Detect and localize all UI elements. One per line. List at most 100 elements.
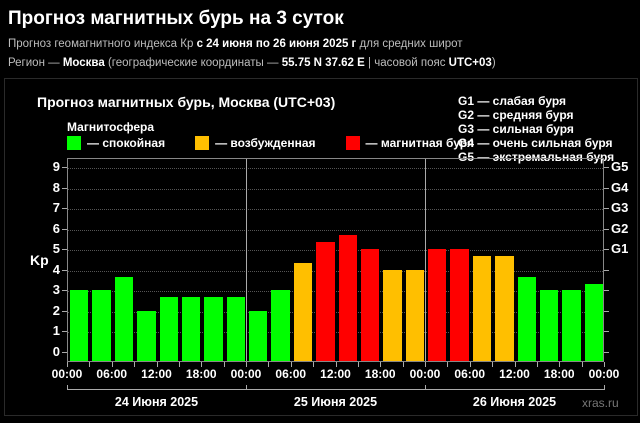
y-tick-mark (62, 331, 67, 333)
timezone-value: UTC+03 (448, 57, 492, 69)
gridline (68, 270, 603, 272)
y-tick-label: 4 (52, 261, 60, 277)
day-bracket (425, 385, 605, 390)
x-tick-mark (246, 362, 247, 367)
x-tick-mark (469, 362, 471, 367)
x-tick-label: 00:00 (51, 367, 83, 381)
x-tick-label: 12:00 (320, 367, 351, 381)
region-line: Регион — Москва (географические координа… (8, 57, 496, 69)
region-city: Москва (62, 57, 105, 69)
x-tick-label: 12:00 (499, 367, 530, 381)
watermark: xras.ru (582, 396, 619, 410)
coords-label: (географические координаты — (104, 57, 282, 69)
kp-bar (204, 297, 223, 361)
x-tick-mark (425, 362, 426, 367)
y-tick-mark (62, 208, 67, 210)
g-tick-mark (604, 187, 609, 189)
period-suffix: для средних широт (356, 38, 463, 50)
g-scale-item: G5 — экстремальная буря (458, 150, 615, 164)
g-scale-item: G2 — средняя буря (458, 108, 574, 122)
coords-value: 55.75 N 37.62 E (281, 57, 365, 69)
g-tick-mark (604, 208, 609, 210)
kp-bar (539, 290, 559, 361)
kp-bar (271, 290, 290, 361)
x-tick-label: 00:00 (588, 367, 620, 381)
gridline (68, 229, 603, 231)
y-tick-mark (62, 167, 67, 168)
x-axis-line (67, 361, 604, 362)
plot-area (67, 158, 604, 361)
y-axis-label: Kp (30, 252, 49, 268)
x-tick-mark (492, 362, 494, 367)
g-scale-item: G3 — сильная буря (458, 122, 574, 136)
gridline (68, 209, 603, 211)
y-tick-label: 6 (52, 220, 60, 236)
y-tick-mark (62, 310, 67, 312)
x-tick-label: 18:00 (364, 367, 396, 381)
y-tick-mark (62, 269, 67, 271)
g-tick-label: G3 (611, 200, 629, 216)
x-tick-label: 12:00 (141, 367, 172, 381)
kp-bar (159, 297, 178, 361)
g-scale-item: G1 — слабая буря (458, 94, 567, 108)
x-tick-label: 06:00 (96, 367, 128, 381)
legend-item-storm: — магнитная буря (345, 136, 474, 150)
x-tick-mark (559, 362, 561, 367)
period-prefix: Прогноз геомагнитного индекса Кр (8, 38, 197, 50)
x-tick-mark (111, 362, 113, 367)
forecast-period-line: Прогноз геомагнитного индекса Кр с 24 ию… (8, 38, 463, 50)
x-tick-mark (223, 362, 225, 367)
kp-bar (562, 290, 581, 361)
legend-label: — магнитная буря (365, 136, 474, 150)
kp-bar (495, 256, 514, 361)
chart-frame (4, 78, 638, 416)
x-tick-mark (290, 362, 292, 367)
x-tick-label: 06:00 (454, 367, 486, 381)
g-tick-mark (604, 269, 609, 271)
g-tick-mark (604, 352, 609, 353)
quiet-swatch-icon (67, 136, 81, 150)
g-scale-list: G1 — слабая буря G2 — средняя буря G3 — … (458, 94, 614, 164)
y-tick-label: 1 (52, 323, 60, 339)
kp-bar (92, 290, 111, 361)
kp-bar (226, 297, 245, 361)
x-tick-mark (89, 362, 91, 367)
x-tick-mark (380, 362, 382, 367)
kp-bar (293, 263, 313, 361)
region-prefix: Регион — (8, 57, 63, 69)
g-tick-label: G1 (611, 241, 629, 257)
gridline (68, 311, 603, 313)
g-scale-item: G4 — очень сильная буря (458, 136, 613, 150)
kp-bar (114, 276, 134, 361)
day-label: 26 Июня 2025 (472, 395, 557, 409)
x-tick-mark (134, 362, 136, 367)
gridline (68, 168, 603, 169)
day-label: 25 Июня 2025 (293, 395, 378, 409)
g-tick-mark (604, 310, 609, 312)
legend-label: — возбужденная (215, 136, 316, 150)
y-tick-label: 0 (52, 344, 60, 359)
kp-bar (360, 249, 380, 361)
x-tick-label: 00:00 (230, 367, 262, 381)
kp-bar (383, 269, 402, 361)
kp-bar (338, 235, 357, 361)
kp-bar (428, 249, 447, 361)
timezone-label: | часовой пояс (364, 57, 449, 69)
x-tick-mark (514, 362, 516, 367)
chart-title: Прогноз магнитных бурь, Москва (UTC+03) (37, 94, 336, 110)
gridline (68, 250, 603, 252)
g-tick-mark (604, 290, 609, 292)
day-separator (425, 159, 426, 361)
day-label: 24 Июня 2025 (114, 395, 199, 409)
x-tick-mark (581, 362, 583, 367)
x-tick-mark (536, 362, 538, 367)
x-tick-mark (201, 362, 203, 367)
gridline (68, 332, 603, 334)
gridline (68, 291, 603, 293)
y-tick-label: 3 (52, 282, 60, 298)
x-tick-label: 00:00 (409, 367, 441, 381)
y-tick-mark (62, 352, 67, 353)
kp-bar (584, 283, 603, 361)
legend-item-active: — возбужденная (195, 136, 316, 150)
day-separator (246, 159, 247, 361)
